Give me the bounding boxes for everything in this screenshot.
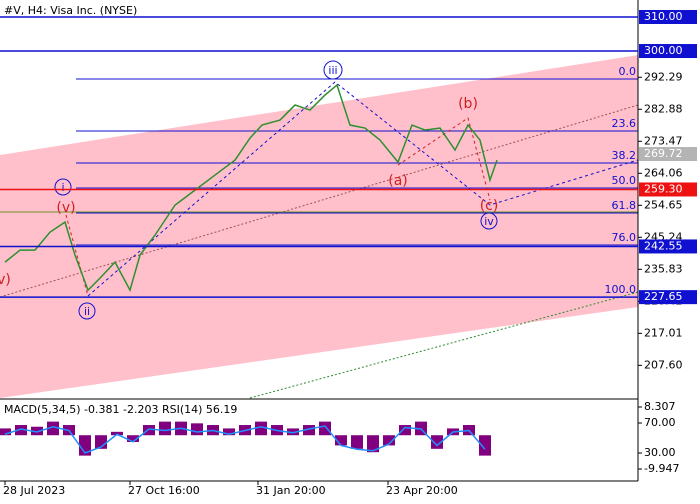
y-tick-label: 264.06	[644, 166, 683, 179]
wave-label: (a)	[388, 173, 408, 189]
level-label: 300.00	[644, 44, 683, 57]
macd-bar	[335, 435, 347, 446]
level-label: 242.55	[644, 239, 683, 252]
macd-bar	[143, 425, 155, 436]
fib-label: 61.8	[612, 199, 637, 212]
channel	[0, 55, 638, 398]
macd-bar	[319, 421, 331, 436]
fib-label: 100.0	[605, 283, 637, 296]
y-tick-label: 292.29	[644, 70, 683, 83]
macd-bar	[15, 425, 27, 436]
level-box	[639, 182, 697, 197]
fib-label: 50.0	[612, 174, 637, 187]
y-tick-label: 282.88	[644, 102, 683, 115]
macd-bar	[287, 428, 299, 436]
wave-label: (c)	[480, 198, 499, 214]
macd-bar	[255, 421, 267, 436]
y-tick-label: 217.01	[644, 326, 683, 339]
macd-bar	[383, 435, 395, 446]
wave-label: (v)	[56, 200, 75, 216]
wave-circles	[54, 60, 498, 320]
y-tick-label: 254.65	[644, 198, 683, 211]
y-tick-label: -9.947	[644, 462, 679, 475]
wave-circle	[323, 60, 343, 80]
wave-label: ii	[84, 305, 90, 318]
level-box	[639, 10, 697, 25]
y-tick-label: 235.83	[644, 262, 683, 275]
macd-bar	[79, 435, 91, 456]
fib-label: 23.6	[612, 117, 637, 130]
y-tick-label: 30.00	[644, 446, 676, 459]
x-tick-label: 27 Oct 16:00	[128, 484, 200, 497]
x-tick-label: 23 Apr 20:00	[386, 484, 458, 497]
macd-bar	[159, 421, 171, 436]
fib-labels: 0.0 23.6 38.2 50.0 61.8 76.0 100.0	[605, 65, 637, 296]
y-tick-label: 70.00	[644, 416, 676, 429]
price-layer	[4, 83, 498, 293]
y-tick-label: 8.307	[644, 400, 676, 413]
macd-bar	[351, 435, 363, 449]
macd-bar	[367, 435, 379, 453]
fib-label: 76.0	[612, 231, 637, 244]
macd-bar	[303, 425, 315, 436]
macd-bar	[191, 423, 203, 436]
macd-bar	[31, 426, 43, 436]
wave-label: i	[61, 181, 64, 194]
level-box	[639, 290, 697, 305]
chart-title: #V, H4: Visa Inc. (NYSE)	[4, 4, 137, 17]
macd-bar	[47, 421, 59, 436]
current-price-box	[639, 147, 697, 162]
wave-line	[65, 214, 89, 297]
trend-line	[0, 104, 639, 298]
wave-label: v)	[0, 272, 11, 288]
fib-label: 38.2	[612, 149, 637, 162]
price-line	[4, 83, 498, 293]
level-box	[639, 44, 697, 59]
wave-circle	[480, 212, 498, 230]
wave-circle	[54, 178, 72, 196]
indicator-title: MACD(5,34,5) -0.381 -2.203 RSI(14) 56.19	[4, 403, 237, 416]
x-tick-label: 28 Jul 2023	[3, 484, 65, 497]
fib-label: 0.0	[619, 65, 637, 78]
wave-label: iii	[328, 64, 337, 77]
level-label: 310.00	[644, 10, 683, 23]
trend-line	[249, 291, 639, 399]
rsi-line	[4, 425, 486, 454]
macd-bar	[479, 435, 491, 456]
macd-bar	[223, 428, 235, 436]
y-tick-label: 273.47	[644, 134, 683, 147]
macd-bar	[431, 435, 443, 449]
wave-label: iv	[484, 215, 494, 228]
wave-labels: i ii iii iv	[61, 64, 494, 318]
level-label: 227.65	[644, 290, 683, 303]
level-label: 259.30	[644, 182, 683, 195]
wave-label: (b)	[458, 96, 478, 112]
macd-bar	[0, 428, 11, 436]
wave-labels: (v) (a) (b) (c) v)	[0, 96, 498, 288]
level-box	[639, 239, 697, 254]
current-price-label: 269.72	[644, 147, 683, 160]
macd-bar	[127, 435, 139, 443]
y-tick-label: 207.60	[644, 358, 683, 371]
wave-circle	[78, 302, 96, 320]
macd-bar	[399, 425, 411, 436]
wave-line	[397, 117, 491, 201]
x-tick-label: 31 Jan 20:00	[256, 484, 326, 497]
